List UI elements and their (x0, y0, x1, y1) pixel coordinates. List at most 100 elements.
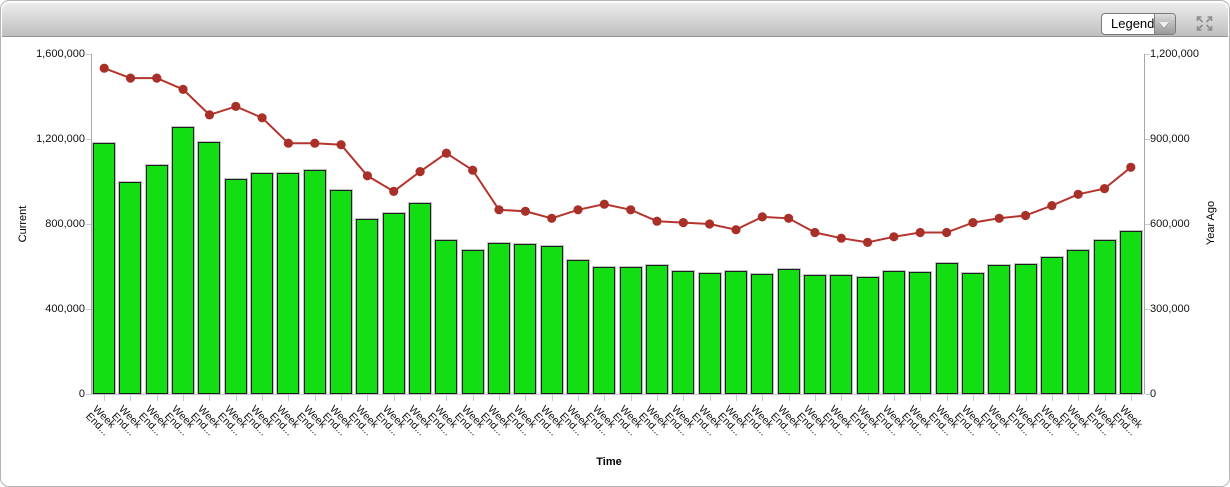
bar-current[interactable] (1093, 239, 1116, 394)
line-marker[interactable] (994, 213, 1004, 223)
line-marker[interactable] (678, 218, 688, 228)
line-marker[interactable] (178, 84, 188, 94)
line-marker[interactable] (836, 233, 846, 243)
y-axis-title-right: Year Ago (1205, 200, 1217, 246)
bar-current[interactable] (567, 260, 589, 394)
bar-current[interactable] (856, 277, 879, 394)
x-tick-mark (446, 395, 448, 401)
x-tick-mark (1104, 395, 1106, 401)
bar-current[interactable] (277, 173, 300, 394)
legend-dropdown-arrow-button[interactable] (1154, 14, 1175, 34)
bar-current[interactable] (1067, 249, 1090, 394)
line-marker[interactable] (336, 140, 346, 150)
y-tick-label-left: 400,000 (45, 303, 85, 315)
line-marker[interactable] (599, 199, 609, 209)
chevron-down-icon (1159, 22, 1170, 28)
line-marker[interactable] (310, 138, 320, 148)
bar-current[interactable] (645, 265, 668, 394)
bar-current[interactable] (435, 239, 458, 394)
line-marker[interactable] (968, 218, 978, 228)
line-marker[interactable] (731, 225, 741, 235)
bar-current[interactable] (909, 271, 932, 394)
x-tick-mark (893, 395, 895, 401)
bar-current[interactable] (93, 143, 116, 394)
bar-current[interactable] (172, 127, 195, 394)
bar-current[interactable] (382, 213, 405, 394)
bar-current[interactable] (803, 275, 826, 394)
line-marker[interactable] (942, 227, 952, 238)
line-marker[interactable] (1020, 210, 1031, 221)
bar-current[interactable] (251, 173, 274, 394)
x-tick-mark (420, 395, 422, 401)
line-marker[interactable] (125, 73, 136, 83)
line-marker[interactable] (547, 213, 557, 223)
x-tick-mark (367, 395, 369, 401)
bar-current[interactable] (751, 273, 774, 394)
bar-current[interactable] (461, 249, 484, 394)
bar-current[interactable] (1040, 256, 1063, 394)
line-marker[interactable] (1073, 189, 1083, 199)
x-tick-mark (209, 395, 211, 401)
line-marker[interactable] (204, 110, 215, 120)
line-marker[interactable] (573, 205, 583, 215)
bar-current[interactable] (830, 275, 853, 394)
bar-current[interactable] (724, 270, 747, 394)
bar-current[interactable] (777, 268, 800, 394)
expand-icon[interactable] (1194, 14, 1215, 33)
bar-current[interactable] (409, 202, 432, 394)
x-tick-mark (656, 395, 658, 401)
line-marker[interactable] (652, 216, 662, 226)
line-marker[interactable] (283, 138, 293, 148)
bar-current[interactable] (698, 272, 721, 394)
bar-current[interactable] (619, 266, 642, 394)
bar-current[interactable] (303, 169, 326, 394)
line-marker[interactable] (415, 167, 425, 177)
line-marker[interactable] (389, 186, 399, 196)
bar-current[interactable] (540, 246, 563, 394)
y-tick-mark (86, 309, 91, 310)
bar-current[interactable] (935, 263, 958, 394)
bar-current[interactable] (1014, 264, 1037, 394)
bar-current[interactable] (119, 181, 142, 394)
legend-dropdown[interactable]: Legend (1101, 13, 1176, 35)
bar-current[interactable] (145, 164, 168, 394)
line-marker[interactable] (152, 73, 162, 83)
bar-current[interactable] (356, 218, 379, 394)
line-marker[interactable] (626, 205, 636, 215)
line-marker[interactable] (1126, 162, 1136, 172)
bar-current[interactable] (882, 270, 905, 394)
bar-current[interactable] (672, 270, 695, 394)
line-marker[interactable] (494, 205, 504, 215)
line-marker[interactable] (99, 63, 109, 73)
line-marker[interactable] (757, 212, 767, 222)
line-marker[interactable] (889, 232, 899, 242)
x-tick-mark (1130, 395, 1132, 401)
bar-current[interactable] (198, 142, 221, 394)
line-marker[interactable] (810, 227, 820, 238)
line-marker[interactable] (1099, 184, 1110, 194)
bar-current[interactable] (488, 243, 511, 394)
line-marker[interactable] (231, 101, 241, 111)
line-marker[interactable] (362, 171, 372, 181)
bar-current[interactable] (224, 179, 247, 394)
x-tick-mark (683, 395, 685, 401)
line-marker[interactable] (441, 148, 451, 158)
line-marker[interactable] (705, 219, 715, 229)
x-tick-mark (499, 395, 501, 401)
line-marker[interactable] (468, 165, 478, 175)
line-marker[interactable] (520, 206, 531, 216)
bar-current[interactable] (330, 190, 353, 394)
line-marker[interactable] (784, 213, 794, 223)
bar-current[interactable] (593, 266, 616, 394)
line-marker[interactable] (863, 237, 873, 247)
y-tick-mark (1145, 394, 1150, 395)
line-marker[interactable] (257, 113, 267, 123)
line-marker[interactable] (1047, 201, 1057, 211)
y-tick-label-right: 600,000 (1150, 218, 1190, 230)
bar-current[interactable] (514, 244, 537, 394)
x-tick-mark (814, 395, 816, 401)
bar-current[interactable] (1119, 231, 1142, 394)
bar-current[interactable] (961, 272, 984, 394)
line-marker[interactable] (915, 227, 925, 238)
bar-current[interactable] (988, 265, 1011, 394)
